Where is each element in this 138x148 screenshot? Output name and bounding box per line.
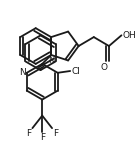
Text: Cl: Cl (71, 66, 80, 75)
Text: OH: OH (122, 31, 136, 40)
Text: F: F (26, 129, 31, 138)
Text: F: F (40, 133, 45, 142)
Text: O: O (100, 63, 107, 72)
Text: F: F (53, 129, 58, 138)
Text: N: N (48, 56, 54, 65)
Text: N: N (19, 68, 26, 77)
